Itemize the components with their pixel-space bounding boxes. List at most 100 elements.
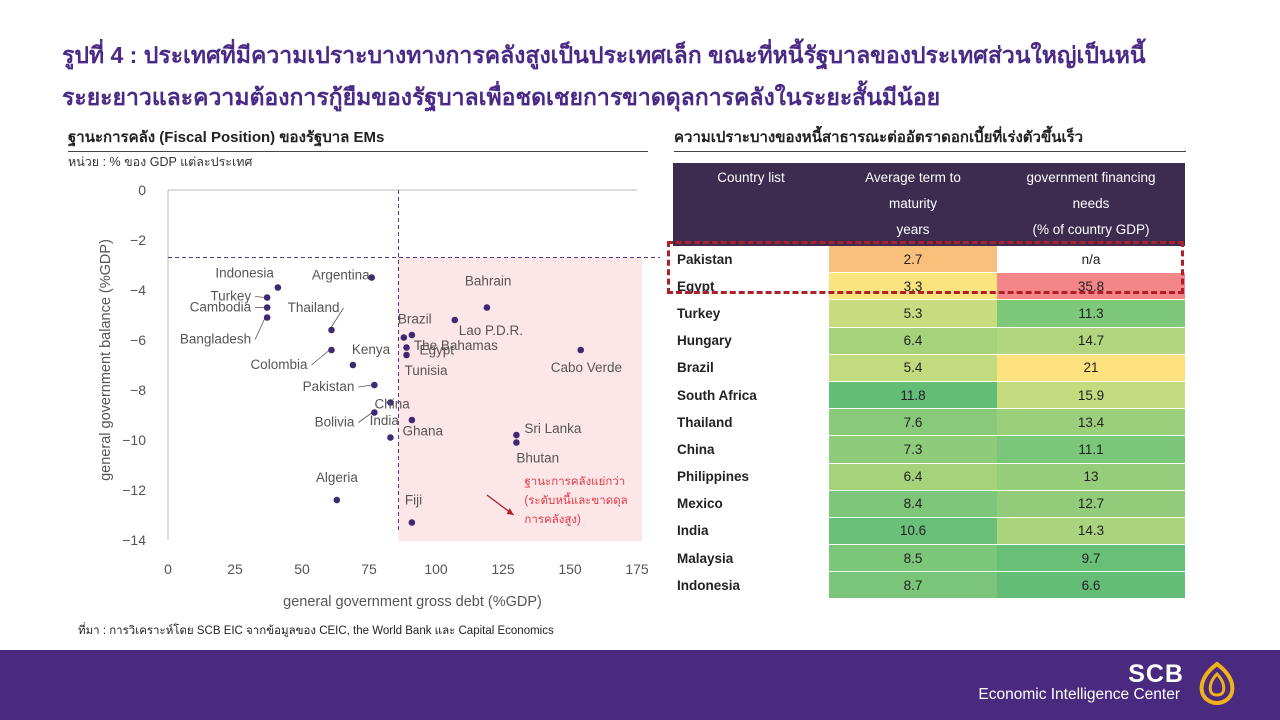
point-label: Cambodia [190,300,252,315]
needs-cell: 15.9 [997,381,1185,410]
needs-cell: 13.4 [997,408,1185,437]
column-header-line: (% of country GDP) [1032,222,1150,237]
data-point [263,314,271,321]
point-label: Bhutan [516,451,559,466]
data-point [403,344,410,351]
point-label: Colombia [250,357,308,372]
table-row: Malaysia 8.5 9.7 [673,544,1185,573]
column-header-line: government financing [1026,170,1156,185]
column-header-line: needs [1072,196,1110,211]
point-label: Tunisia [405,363,449,378]
data-point [400,334,408,341]
country-cell: Indonesia [673,571,829,600]
point-label: Egypt [420,343,455,358]
point-label: Fiji [405,493,422,508]
point-label: Cabo Verde [551,360,622,375]
country-cell: South Africa [673,381,829,410]
data-point [408,416,416,424]
country-cell: Egypt [673,272,829,301]
data-point [577,346,585,354]
x-tick-label: 100 [424,561,448,577]
table-row: Mexico 8.4 12.7 [673,490,1185,518]
needs-cell: n/a [997,246,1185,274]
data-point [274,284,282,291]
table-header-row: Country list Average term to maturity years… [673,163,1185,246]
table-heading: ความเปราะบางของหนี้สาธารณะต่ออัตราดอกเบี… [674,125,1186,152]
country-cell: Mexico [673,490,829,518]
source-note: ที่มา : การวิเคราะห์โดย SCB EIC จากข้อมู… [78,625,554,637]
term-cell: 8.4 [829,490,997,518]
country-cell: Turkey [673,299,829,328]
point-label: India [370,413,400,428]
y-axis-label: general government balance (%GDP) [98,239,114,481]
point-label: The Bahamas [414,338,498,353]
point-label: Brazil [398,312,432,327]
point-label: Argentina [312,268,370,283]
leader-line [358,384,373,388]
data-point [408,331,416,339]
data-point [333,496,341,504]
x-tick-label: 75 [361,561,377,577]
data-point [483,304,491,311]
x-tick-label: 175 [625,561,649,577]
y-tick-label: −8 [130,382,146,398]
data-point [263,304,271,311]
point-label: Lao P.D.R. [459,323,523,338]
y-tick-label: 0 [138,182,146,198]
point-label: Turkey [210,289,251,304]
x-tick-label: 0 [164,561,172,577]
term-cell: 6.4 [829,463,997,491]
title-line-2: ระยะยาวและความต้องการกู้ยืมของรัฐบาลเพื่… [62,84,941,110]
term-cell: 2.7 [829,246,997,274]
column-header-line: years [896,222,930,237]
table-row: Turkey 5.3 11.3 [673,299,1185,328]
term-cell: 8.5 [829,544,997,573]
y-tick-label: −14 [122,532,146,548]
table-row: Indonesia 8.7 6.6 [673,571,1185,600]
x-tick-label: 25 [227,561,243,577]
needs-cell: 12.7 [997,490,1185,518]
term-cell: 3.3 [829,272,997,301]
data-point [371,409,378,416]
needs-cell: 14.3 [997,517,1185,546]
point-label: Indonesia [215,266,274,281]
data-point [263,294,271,301]
x-tick-label: 125 [491,561,515,577]
point-label: Bahrain [465,274,512,289]
table-row: Thailand 7.6 13.4 [673,408,1185,437]
table-row: Philippines 6.4 13 [673,463,1185,491]
point-label: Sri Lanka [524,421,582,436]
term-cell: 5.3 [829,299,997,328]
leader-line [254,317,266,340]
term-cell: 8.7 [829,571,997,600]
brand-eic: Economic Intelligence Center [978,686,1180,703]
data-point [451,316,459,324]
leader-line [311,349,330,366]
table-row: Hungary 6.4 14.7 [673,327,1185,355]
data-point [513,439,520,446]
needs-cell: 13 [997,463,1185,491]
title-line-1: รูปที่ 4 : ประเทศที่มีความเปราะบางทางการ… [62,42,1146,68]
country-cell: Hungary [673,327,829,355]
debt-vulnerability-table: Country list Average term to maturity years… [673,163,1185,600]
data-point [403,351,410,359]
leader-line [329,307,344,331]
needs-cell: 14.7 [997,327,1185,355]
data-point [371,381,378,389]
point-label: Bangladesh [180,332,251,347]
page-title: รูปที่ 4 : ประเทศที่มีความเปราะบางทางการ… [62,34,1242,118]
scb-logo-icon [1199,661,1235,706]
needs-cell: 11.3 [997,299,1185,328]
leader-line [358,412,373,423]
country-cell: China [673,435,829,464]
data-point [387,434,394,441]
needs-cell: 35.8 [997,272,1185,301]
table-row: South Africa 11.8 15.9 [673,381,1185,410]
needs-cell: 6.6 [997,571,1185,600]
term-cell: 11.8 [829,381,997,410]
chart-unit-note: หน่วย : % ของ GDP แต่ละประเทศ [68,155,253,169]
term-cell: 10.6 [829,517,997,546]
needs-cell: 9.7 [997,544,1185,573]
point-label: Bolivia [315,415,355,430]
point-label: Algeria [316,470,359,485]
